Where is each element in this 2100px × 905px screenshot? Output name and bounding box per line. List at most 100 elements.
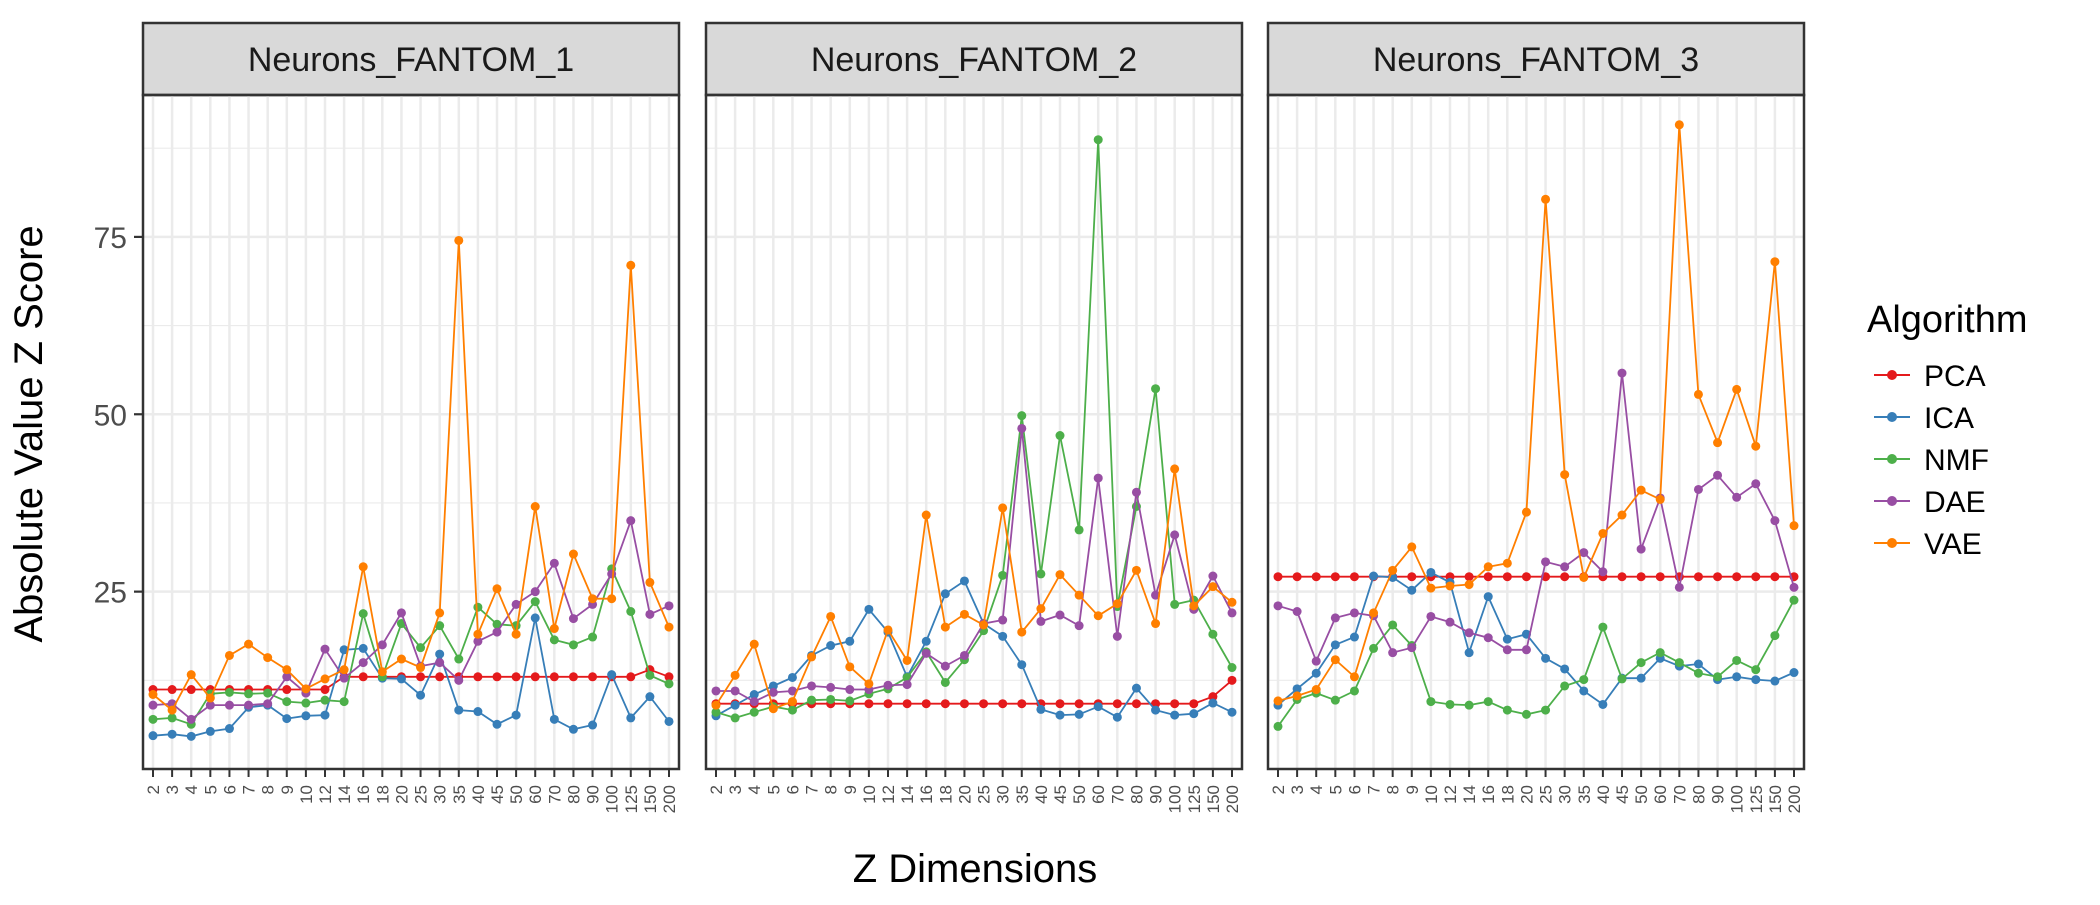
data-point [1770,676,1780,686]
x-tick-label: 2 [1269,785,1288,794]
data-point [1093,473,1103,483]
data-point [588,632,598,642]
panel-strip [1266,21,1806,97]
data-point [186,714,196,724]
x-tick-label: 80 [1127,785,1146,804]
data-point [320,644,330,654]
data-point [787,697,797,707]
data-point [492,619,502,629]
x-tick-label: 100 [1728,785,1747,813]
data-point [1541,194,1551,204]
data-point [282,714,292,724]
x-tick-label: 125 [1185,785,1204,813]
data-point [244,639,254,649]
x-tick-label: 200 [660,785,679,813]
data-point [148,690,158,700]
x-tick-label: 20 [392,785,411,804]
data-point [1732,655,1742,665]
data-point [998,615,1008,625]
x-tick-label: 150 [1766,785,1785,813]
data-point [568,549,578,559]
data-point [1770,516,1780,526]
data-point [1151,699,1161,709]
data-point [1369,608,1379,618]
data-point [883,699,893,709]
data-point [1751,665,1761,675]
data-point [167,705,177,715]
data-point [959,576,969,586]
data-point [358,672,368,682]
data-point [1330,640,1340,650]
data-point [1598,567,1608,577]
x-tick-label: 40 [1594,785,1613,804]
x-tick-label: 7 [240,785,259,794]
x-tick-label: 6 [1345,785,1364,794]
data-point [396,654,406,664]
data-point [1131,699,1141,709]
data-point [396,674,406,684]
data-point [1170,699,1180,709]
data-point [1407,585,1417,595]
data-point [749,639,759,649]
data-point [1598,528,1608,538]
data-point [224,700,234,710]
data-point [1483,572,1493,582]
data-point [282,672,292,682]
data-point [1579,548,1589,558]
data-point [339,697,349,707]
data-point [1579,572,1589,582]
panel-border [704,93,1244,771]
data-point [167,729,177,739]
legend-title: Algorithm [1867,299,2028,341]
data-point [1483,697,1493,707]
x-tick-label: 45 [1051,785,1070,804]
data-point [1349,608,1359,618]
x-tick-label: 5 [1326,785,1345,794]
data-point [1112,699,1122,709]
data-point [1074,709,1084,719]
data-point [1579,686,1589,696]
data-point [1036,604,1046,614]
data-point [711,707,721,717]
series-vae [148,235,674,715]
data-point [1636,485,1646,495]
data-point [1713,438,1723,448]
series-vae [1273,120,1799,706]
x-tick-label: 6 [783,785,802,794]
x-tick-label: 12 [316,785,335,804]
data-point [749,697,759,707]
data-point [1674,120,1684,130]
data-point [1131,683,1141,693]
data-point [1151,384,1161,394]
data-point [730,686,740,696]
data-point [1598,622,1608,632]
x-tick-label: 80 [564,785,583,804]
data-point [807,652,817,662]
data-point [883,625,893,635]
data-point [492,584,502,594]
data-point [1560,572,1570,582]
data-point [1017,423,1027,433]
data-point [1330,572,1340,582]
series-line [153,668,670,691]
data-point [1273,572,1283,582]
data-point [645,692,655,702]
data-point [1751,572,1761,582]
data-point [511,672,521,682]
series-nmf [148,564,674,729]
x-tick-label: 7 [1365,785,1384,794]
x-tick-label: 60 [1651,785,1670,804]
x-tick-label: 35 [1013,785,1032,804]
x-tick-label: 2 [707,785,726,794]
legend-marker [1887,412,1897,422]
data-point [607,670,617,680]
data-point [1693,389,1703,399]
x-tick-label: 14 [898,785,917,804]
data-point [998,570,1008,580]
data-point [711,700,721,710]
x-tick-label: 90 [584,785,603,804]
data-point [1170,710,1180,720]
data-point [492,627,502,637]
